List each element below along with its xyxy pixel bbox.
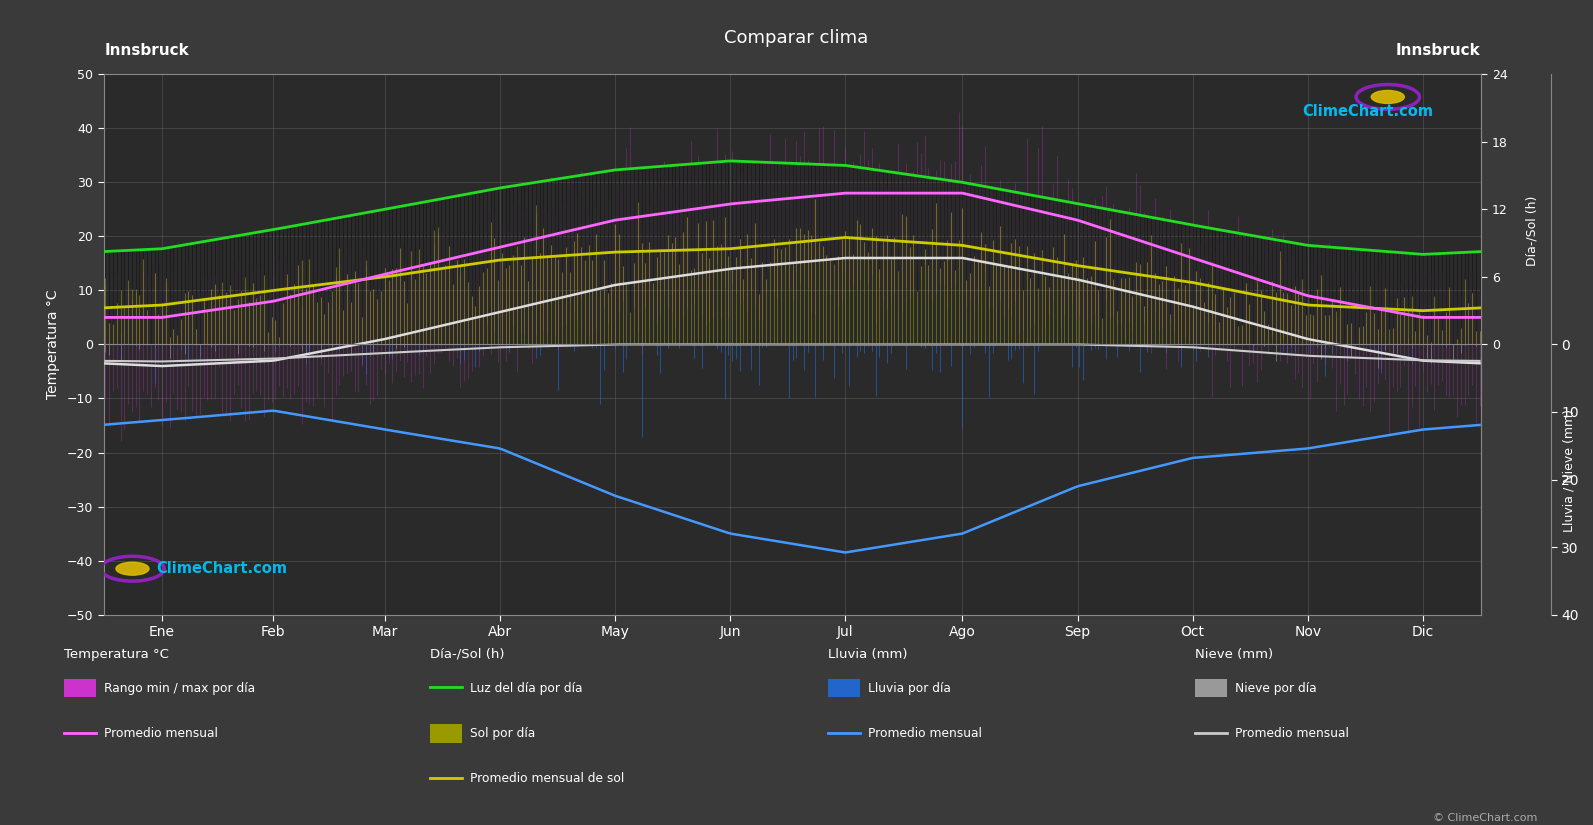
- Text: Nieve (mm): Nieve (mm): [1195, 648, 1273, 661]
- Text: Promedio mensual de sol: Promedio mensual de sol: [470, 772, 624, 785]
- Text: Sol por día: Sol por día: [470, 727, 535, 740]
- Text: © ClimeChart.com: © ClimeChart.com: [1432, 813, 1537, 823]
- Text: Luz del día por día: Luz del día por día: [470, 681, 583, 695]
- Text: Promedio mensual: Promedio mensual: [868, 727, 981, 740]
- Text: Temperatura °C: Temperatura °C: [64, 648, 169, 661]
- Text: Promedio mensual: Promedio mensual: [1235, 727, 1348, 740]
- Text: Día-/Sol (h): Día-/Sol (h): [430, 648, 505, 661]
- Text: Innsbruck: Innsbruck: [1395, 43, 1480, 58]
- Circle shape: [1372, 91, 1405, 103]
- Text: Rango min / max por día: Rango min / max por día: [104, 681, 255, 695]
- Text: Innsbruck: Innsbruck: [105, 43, 190, 58]
- Text: Nieve por día: Nieve por día: [1235, 681, 1316, 695]
- Text: Lluvia / Nieve (mm): Lluvia / Nieve (mm): [1563, 408, 1575, 532]
- Text: Lluvia por día: Lluvia por día: [868, 681, 951, 695]
- Text: Lluvia (mm): Lluvia (mm): [828, 648, 908, 661]
- Text: Promedio mensual: Promedio mensual: [104, 727, 217, 740]
- Text: ClimeChart.com: ClimeChart.com: [1301, 104, 1434, 119]
- Text: Comparar clima: Comparar clima: [725, 29, 868, 47]
- Circle shape: [116, 562, 150, 575]
- Text: ClimeChart.com: ClimeChart.com: [156, 561, 287, 576]
- Y-axis label: Temperatura °C: Temperatura °C: [46, 290, 59, 399]
- Text: Día-/Sol (h): Día-/Sol (h): [1526, 196, 1539, 266]
